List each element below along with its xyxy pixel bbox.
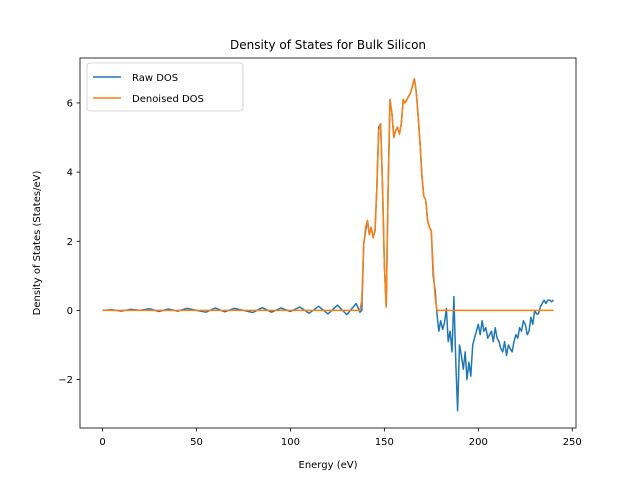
y-tick-label: 0 — [67, 306, 73, 317]
plot-frame — [79, 57, 577, 429]
ticks: 0 50 100 150 200 250 −2 0 2 4 6 — [58, 98, 582, 448]
y-tick-label: 4 — [67, 168, 73, 179]
x-tick-label: 200 — [469, 437, 488, 448]
legend: Raw DOS Denoised DOS — [86, 62, 244, 112]
legend-label-denoised-dos: Denoised DOS — [132, 94, 204, 105]
y-tick-label: 6 — [67, 98, 73, 109]
y-tick-label: −2 — [58, 375, 73, 386]
x-tick-label: 250 — [563, 437, 582, 448]
x-tick-label: 150 — [375, 437, 394, 448]
legend-box — [86, 62, 244, 112]
legend-label-raw-dos: Raw DOS — [132, 73, 178, 84]
y-axis-label: Density of States (States/eV) — [32, 171, 43, 316]
chart-title: Density of States for Bulk Silicon — [230, 38, 426, 52]
series-line-denoised-dos — [102, 77, 554, 312]
y-tick-label: 2 — [67, 237, 73, 248]
plot-content — [102, 77, 555, 412]
x-tick-label: 100 — [281, 437, 300, 448]
x-tick-label: 50 — [190, 437, 203, 448]
x-tick-label: 0 — [99, 437, 105, 448]
x-axis-label: Energy (eV) — [299, 460, 358, 471]
